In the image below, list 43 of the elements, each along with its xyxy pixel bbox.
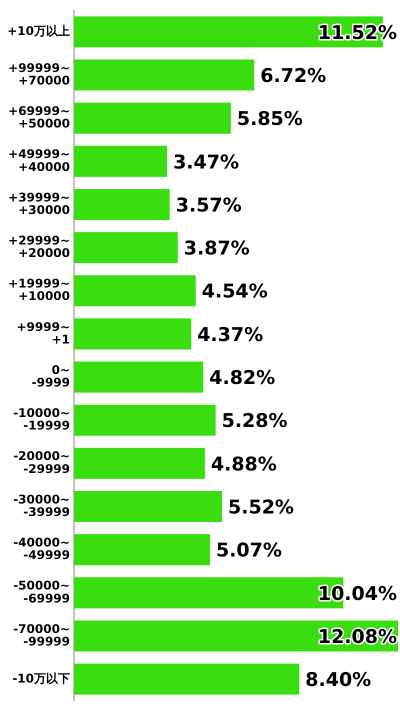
bar [74, 490, 222, 522]
y-tick-label: +39999~ +30000 [8, 190, 70, 217]
y-tick-label: -10000~ -19999 [13, 406, 70, 433]
y-tick-label: +29999~ +20000 [8, 233, 70, 260]
data-label: 8.40% [305, 669, 372, 692]
data-label: 5.52% [228, 496, 294, 518]
data-label: 4.82% [209, 367, 276, 390]
y-tick-label: +99999~ +70000 [8, 60, 70, 88]
data-label: 3.87% [184, 238, 250, 260]
bar [74, 146, 168, 177]
y-tick-label: +49999~ +40000 [8, 147, 70, 174]
y-tick-label: -40000~ -49999 [13, 536, 70, 562]
data-label: 3.47% [173, 151, 239, 174]
y-tick-label: -70000~ -99999 [13, 622, 70, 648]
bar [74, 362, 204, 393]
y-tick-label: +69999~ +50000 [8, 104, 70, 131]
data-label: 12.08% [318, 626, 398, 648]
data-label: 5.07% [216, 540, 282, 562]
bar [74, 275, 196, 306]
bar [74, 448, 205, 479]
bar [74, 102, 231, 134]
y-tick-label: +9999~ +1 [16, 320, 70, 346]
data-label: 6.72% [260, 64, 326, 87]
y-tick-label: -20000~ -29999 [13, 449, 70, 476]
bar [74, 664, 300, 695]
bar [74, 404, 216, 436]
data-label: 4.54% [202, 280, 268, 303]
bar [74, 188, 170, 220]
bar [74, 232, 178, 264]
y-tick-label: -30000~ -39999 [13, 492, 70, 519]
bar [74, 534, 210, 566]
data-label: 4.88% [210, 453, 277, 476]
data-label: 5.85% [236, 108, 303, 130]
y-tick-label: +10万以上 [7, 24, 70, 38]
data-label: 3.57% [176, 194, 242, 216]
y-tick-label: -10万以下 [12, 671, 70, 686]
y-tick-label: +19999~ +10000 [8, 276, 70, 304]
bar [74, 59, 254, 91]
y-tick-label: 0~ -9999 [32, 362, 70, 390]
data-label: 5.28% [222, 410, 288, 432]
y-tick-label: -50000~ -69999 [13, 578, 70, 606]
bar [74, 318, 192, 350]
data-label: 4.37% [197, 324, 264, 346]
